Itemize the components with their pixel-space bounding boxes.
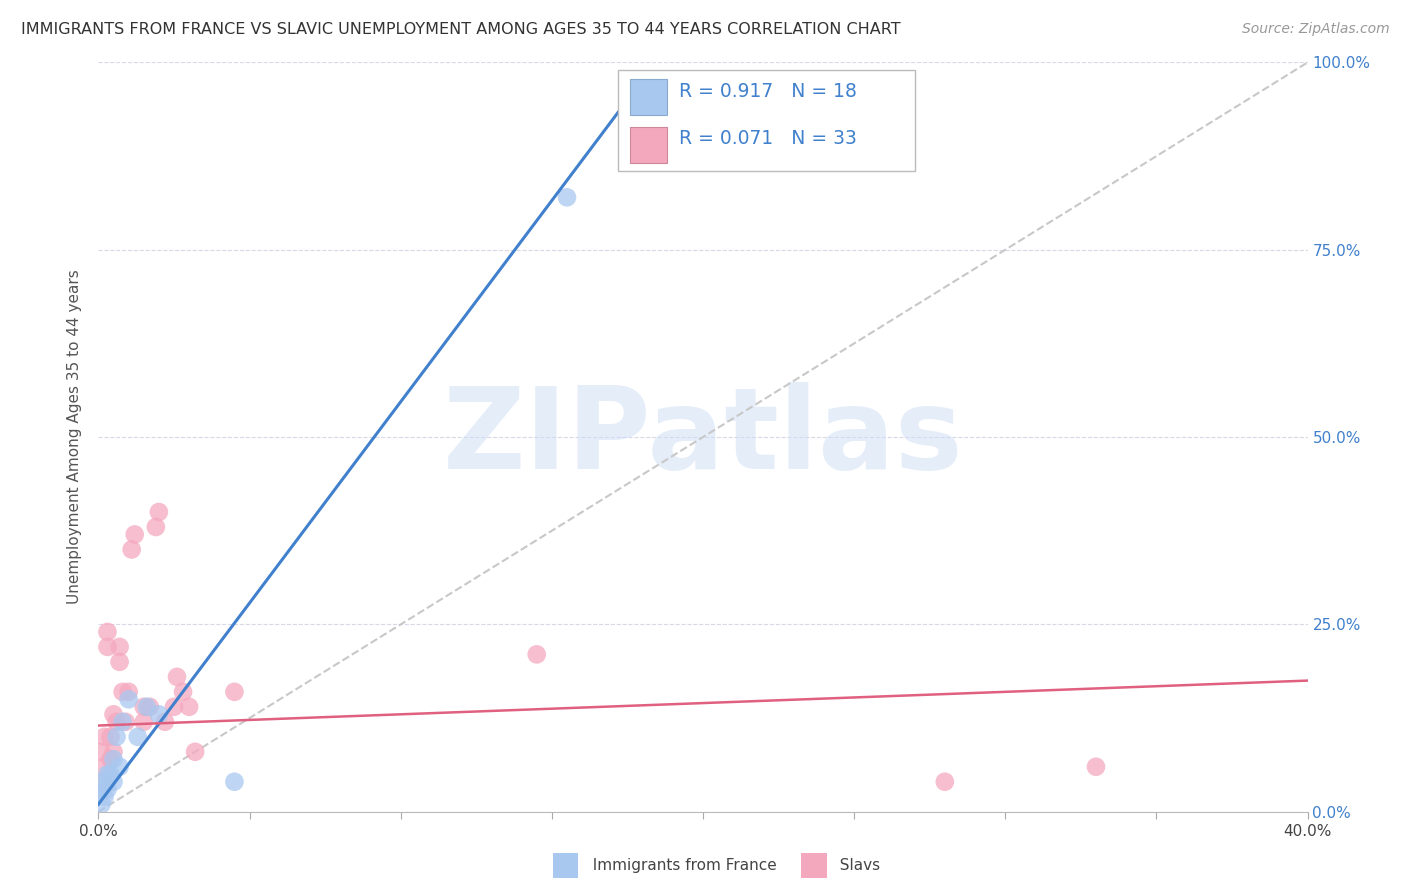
Point bbox=[108, 640, 131, 654]
FancyBboxPatch shape bbox=[619, 70, 915, 171]
Point bbox=[111, 685, 134, 699]
Point bbox=[179, 699, 201, 714]
Text: ZIPatlas: ZIPatlas bbox=[443, 382, 963, 492]
Point bbox=[934, 774, 956, 789]
Point bbox=[111, 714, 134, 729]
Point bbox=[100, 767, 122, 781]
Point bbox=[93, 774, 115, 789]
Point bbox=[108, 655, 131, 669]
Point bbox=[121, 542, 143, 557]
Text: Slavs: Slavs bbox=[830, 858, 880, 872]
Point bbox=[526, 648, 548, 662]
Point bbox=[127, 730, 149, 744]
Point bbox=[103, 774, 125, 789]
FancyBboxPatch shape bbox=[630, 127, 666, 163]
Point bbox=[135, 699, 157, 714]
Point bbox=[132, 699, 155, 714]
Point bbox=[148, 505, 170, 519]
Point bbox=[555, 190, 578, 204]
Point bbox=[114, 714, 136, 729]
Point bbox=[224, 685, 246, 699]
Point bbox=[145, 520, 167, 534]
Point bbox=[1085, 760, 1108, 774]
Point bbox=[103, 707, 125, 722]
Text: Immigrants from France: Immigrants from France bbox=[583, 858, 778, 872]
Point bbox=[172, 685, 194, 699]
Point bbox=[100, 730, 122, 744]
Point bbox=[105, 730, 128, 744]
Point bbox=[90, 774, 112, 789]
Point bbox=[148, 707, 170, 722]
Point bbox=[124, 527, 146, 541]
Point bbox=[90, 745, 112, 759]
Point bbox=[105, 714, 128, 729]
Text: Source: ZipAtlas.com: Source: ZipAtlas.com bbox=[1241, 22, 1389, 37]
Point bbox=[139, 699, 162, 714]
Point bbox=[96, 640, 118, 654]
Point bbox=[90, 782, 112, 797]
Point bbox=[118, 692, 141, 706]
Y-axis label: Unemployment Among Ages 35 to 44 years: Unemployment Among Ages 35 to 44 years bbox=[67, 269, 83, 605]
Point bbox=[90, 797, 112, 812]
Point bbox=[96, 782, 118, 797]
Point bbox=[93, 730, 115, 744]
Point bbox=[163, 699, 186, 714]
Point bbox=[96, 624, 118, 639]
Point bbox=[184, 745, 207, 759]
Text: R = 0.917   N = 18: R = 0.917 N = 18 bbox=[679, 82, 856, 101]
Text: R = 0.071   N = 33: R = 0.071 N = 33 bbox=[679, 129, 856, 148]
Point bbox=[224, 774, 246, 789]
Point bbox=[93, 760, 115, 774]
Point bbox=[103, 752, 125, 766]
Point bbox=[100, 752, 122, 766]
Point bbox=[166, 670, 188, 684]
Point bbox=[93, 789, 115, 804]
Point bbox=[108, 760, 131, 774]
Point bbox=[103, 745, 125, 759]
Point bbox=[118, 685, 141, 699]
Point bbox=[153, 714, 176, 729]
Text: IMMIGRANTS FROM FRANCE VS SLAVIC UNEMPLOYMENT AMONG AGES 35 TO 44 YEARS CORRELAT: IMMIGRANTS FROM FRANCE VS SLAVIC UNEMPLO… bbox=[21, 22, 901, 37]
Point bbox=[132, 714, 155, 729]
FancyBboxPatch shape bbox=[630, 79, 666, 115]
Point bbox=[96, 767, 118, 781]
